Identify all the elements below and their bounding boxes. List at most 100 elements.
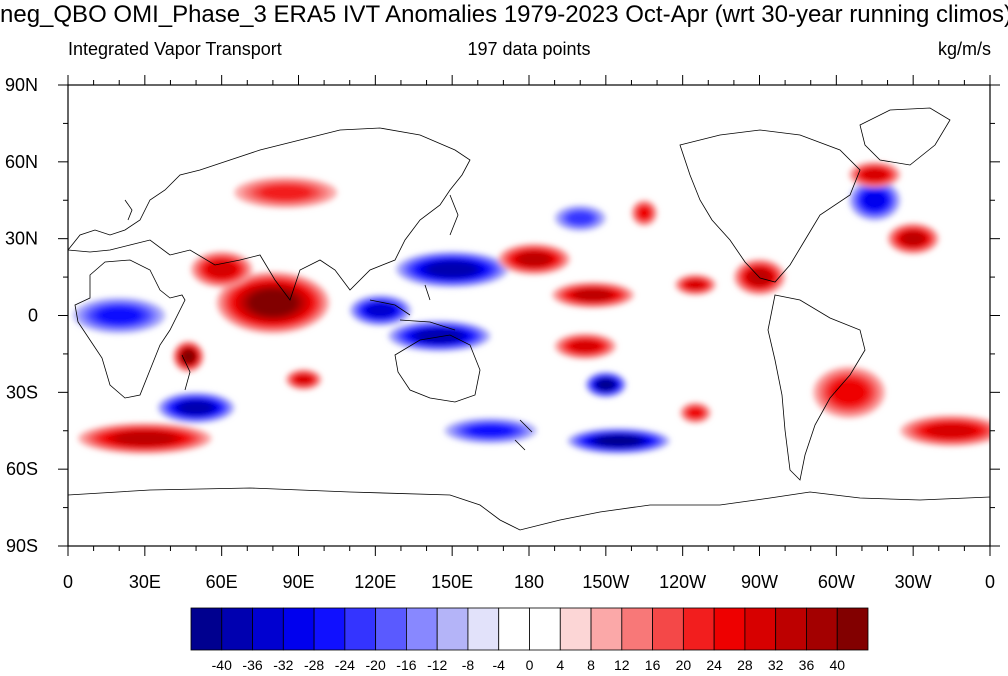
colorbar-label: 32 — [768, 657, 784, 673]
colorbar-label: -28 — [304, 657, 324, 673]
colorbar-swatch — [621, 607, 653, 651]
anomaly-contour — [417, 329, 462, 343]
colorbar-label: -40 — [212, 657, 232, 673]
colorbar — [190, 607, 869, 651]
coast-greenland — [859, 107, 951, 166]
colorbar-label: -24 — [335, 657, 355, 673]
center-string: 197 data points — [467, 39, 591, 59]
anomaly-contour — [207, 261, 236, 278]
colorbar-swatch — [313, 607, 346, 651]
colorbar-labels: -40 -36 -32 -28 -24 -20 -16 -12 -8 -4 0 4 8 12 16 20 24 2… — [212, 657, 846, 673]
anomaly-contour — [863, 168, 887, 181]
colorbar-swatch — [498, 607, 530, 651]
lon-label: 150W — [582, 572, 629, 592]
colorbar-swatch — [744, 607, 777, 651]
lon-label: 150E — [431, 572, 473, 592]
lat-label: 0 — [28, 306, 38, 326]
colorbar-swatch — [344, 607, 377, 651]
right-string: kg/m/s — [937, 39, 991, 59]
colorbar-swatch — [282, 607, 315, 651]
anomaly-contour — [901, 231, 925, 246]
lat-label: 30N — [5, 229, 38, 249]
anomaly-contour — [863, 190, 887, 210]
anomaly-contour — [831, 380, 867, 405]
anomaly-contour — [468, 424, 513, 437]
lon-label: 60W — [818, 572, 855, 592]
colorbar-swatch — [436, 607, 469, 651]
lat-label: 90S — [6, 536, 38, 556]
colorbar-label: 4 — [556, 657, 564, 673]
colorbar-label: -32 — [273, 657, 293, 673]
left-string: Integrated Vapor Transport — [68, 39, 282, 59]
colorbar-label: 8 — [587, 657, 595, 673]
colorbar-label: -36 — [242, 657, 262, 673]
anomaly-contour — [366, 303, 395, 318]
anomaly-contour — [181, 349, 195, 363]
colorbar-swatch — [590, 607, 623, 651]
colorbar-swatch — [682, 607, 715, 651]
anomaly-field — [73, 161, 990, 454]
lat-label: 30S — [6, 382, 38, 402]
anomaly-contour — [688, 407, 703, 418]
colorbar-swatch — [652, 607, 684, 651]
colorbar-swatch — [836, 607, 869, 651]
axis-ticks — [58, 75, 1000, 556]
lon-label: 120E — [354, 572, 396, 592]
latitude-labels: 90N 60N 30N 0 30S 60S 90S — [5, 75, 38, 556]
coast-south-america — [767, 294, 866, 481]
lon-label: 180 — [514, 572, 544, 592]
lon-label: 120W — [659, 572, 706, 592]
colorbar-label: -16 — [396, 657, 416, 673]
anomaly-contour — [427, 261, 477, 278]
colorbar-label: -20 — [366, 657, 386, 673]
colorbar-swatch — [190, 607, 223, 651]
colorbar-label: -12 — [427, 657, 447, 673]
anomaly-contour — [638, 206, 651, 220]
anomaly-contour — [179, 401, 213, 415]
lat-label: 90N — [5, 75, 38, 95]
colorbar-swatch — [221, 607, 253, 651]
lon-label: 30W — [895, 572, 932, 592]
plot-title: neg_QBO OMI_Phase_3 ERA5 IVT Anomalies 1… — [0, 1, 1008, 28]
coastlines — [68, 107, 990, 531]
lon-label: 90W — [741, 572, 778, 592]
lon-label: 0 — [63, 572, 73, 592]
anomaly-contour — [597, 435, 641, 447]
colorbar-label: 24 — [706, 657, 722, 673]
colorbar-label: -8 — [462, 657, 475, 673]
colorbar-swatch — [775, 607, 807, 651]
anomaly-contour — [574, 289, 612, 301]
anomaly-contour — [567, 211, 594, 225]
colorbar-label: 12 — [614, 657, 630, 673]
anomaly-contour — [597, 379, 615, 391]
lat-label: 60S — [6, 459, 38, 479]
anomaly-contour — [259, 184, 312, 201]
colorbar-label: 0 — [526, 657, 534, 673]
anomaly-contour — [115, 431, 175, 446]
longitude-labels: 0 30E 60E 90E 120E 150E 180 150W 120W 90W 60W 30W 0 — [63, 572, 995, 592]
anomaly-contour — [295, 374, 312, 385]
colorbar-swatch — [529, 607, 561, 651]
anomaly-contour — [928, 423, 976, 438]
coast-antarctica — [68, 487, 990, 531]
coast-islands — [124, 194, 533, 451]
colorbar-swatch — [559, 607, 592, 651]
map-frame — [67, 84, 991, 547]
anomaly-contour — [249, 289, 297, 316]
colorbar-swatch — [713, 607, 746, 651]
lon-label: 0 — [985, 572, 995, 592]
colorbar-label: 40 — [829, 657, 845, 673]
coast-australia — [394, 334, 481, 403]
coast-north-america — [679, 129, 861, 283]
colorbar-label: 36 — [799, 657, 815, 673]
colorbar-swatch — [467, 607, 500, 651]
lon-label: 60E — [206, 572, 238, 592]
colorbar-swatch — [375, 607, 407, 651]
coast-eurasia — [68, 127, 471, 301]
lat-label: 60N — [5, 152, 38, 172]
anomaly-contour — [97, 306, 142, 325]
anomaly-contour — [571, 340, 600, 353]
lon-label: 30E — [129, 572, 161, 592]
colorbar-swatch — [806, 607, 838, 651]
colorbar-label: 20 — [676, 657, 692, 673]
